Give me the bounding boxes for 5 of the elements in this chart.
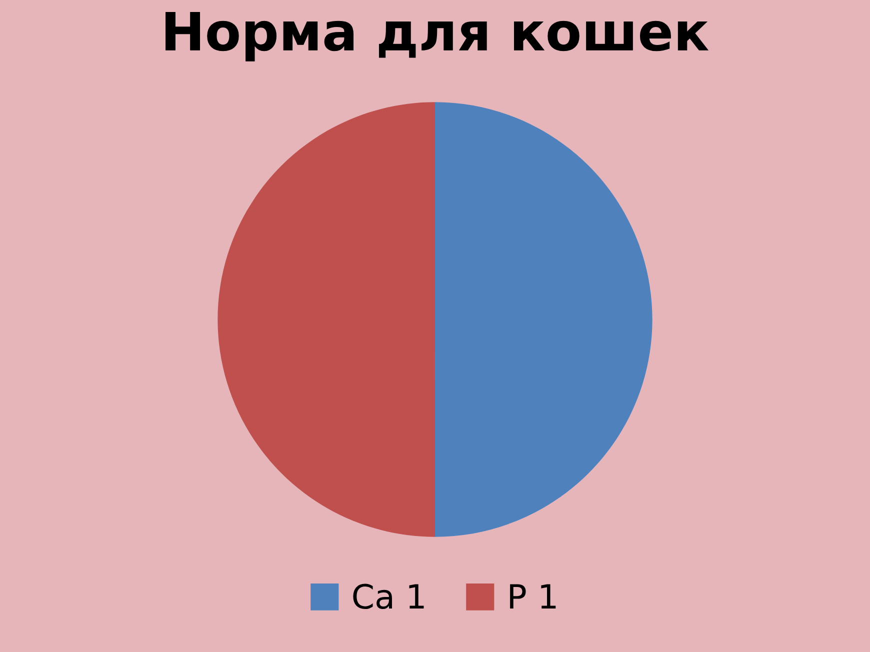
pie-slice xyxy=(435,102,652,537)
chart-title: Норма для кошек xyxy=(166,12,709,62)
legend-label: Ca 1 xyxy=(353,584,424,610)
legend-label: P 1 xyxy=(510,584,556,609)
pie-slice xyxy=(218,102,435,537)
